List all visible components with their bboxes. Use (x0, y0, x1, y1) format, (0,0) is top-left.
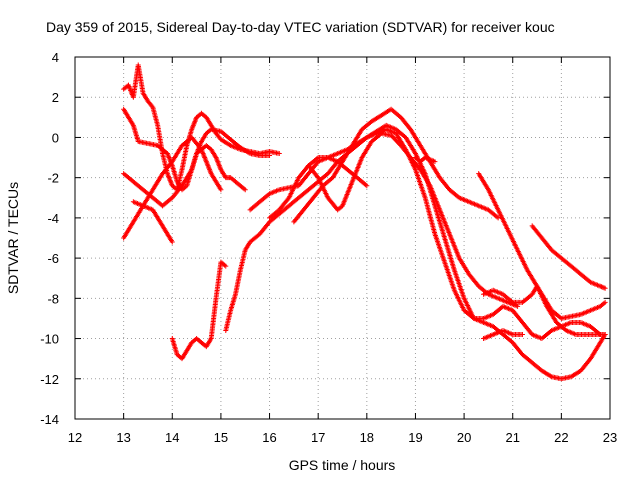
data-point-marker (432, 159, 438, 165)
data-point-marker (267, 153, 273, 159)
series-track-j (291, 106, 501, 225)
y-tick-label: 2 (52, 90, 59, 105)
series-track-l (412, 155, 438, 165)
x-tick-label: 20 (457, 430, 471, 445)
x-axis-label: GPS time / hours (289, 457, 396, 473)
y-tick-label: -12 (40, 372, 59, 387)
series-track-m (476, 171, 608, 338)
x-tick-label: 23 (603, 430, 617, 445)
x-tick-label: 13 (116, 430, 130, 445)
series-track-f (169, 259, 229, 362)
data-point-marker (218, 187, 224, 193)
series-track-n (481, 328, 525, 342)
data-point-marker (602, 285, 608, 291)
data-point-marker (276, 151, 282, 157)
x-tick-label: 21 (505, 430, 519, 445)
x-tick-label: 16 (262, 430, 276, 445)
y-tick-label: -6 (47, 251, 59, 266)
series-track-o (481, 283, 608, 321)
data-point-marker (223, 263, 229, 269)
x-tick-label: 12 (68, 430, 82, 445)
x-tick-label: 18 (360, 430, 374, 445)
series-track-c (121, 142, 248, 209)
data-point-marker (602, 299, 608, 305)
y-tick-label: -14 (40, 412, 59, 427)
y-tick-label: -8 (47, 291, 59, 306)
chart-title: Day 359 of 2015, Sidereal Day-to-day VTE… (46, 19, 555, 35)
data-points (121, 62, 608, 382)
series-track-i (267, 155, 370, 221)
data-point-marker (169, 239, 175, 245)
axis-ticks: 12 13 14 15 16 17 18 19 20 21 22 23420-2-4-6-8-10-1… (40, 50, 617, 445)
x-tick-label: 14 (165, 430, 179, 445)
series-track-d (121, 134, 224, 241)
data-point-marker (515, 303, 521, 309)
y-tick-label: 4 (52, 50, 59, 65)
grid-lines (75, 57, 610, 419)
y-tick-label: -10 (40, 332, 59, 347)
data-point-marker (364, 183, 370, 189)
series-track-g (223, 126, 603, 342)
x-tick-label: 22 (554, 430, 568, 445)
x-tick-label: 15 (214, 430, 228, 445)
y-tick-label: 0 (52, 130, 59, 145)
x-tick-label: 17 (311, 430, 325, 445)
data-point-marker (242, 187, 248, 193)
series-track-a (121, 62, 282, 193)
y-tick-label: -4 (47, 211, 59, 226)
plot-frame (74, 56, 611, 420)
series-track-p (529, 223, 608, 291)
series-track-e (130, 199, 175, 245)
x-tick-label: 19 (408, 430, 422, 445)
data-point-marker (519, 332, 525, 338)
series-track-k (305, 130, 521, 309)
y-tick-label: -2 (47, 171, 59, 186)
y-axis-label: SDTVAR / TECUs (5, 182, 21, 294)
data-point-marker (495, 215, 501, 221)
data-point-marker (602, 332, 608, 338)
